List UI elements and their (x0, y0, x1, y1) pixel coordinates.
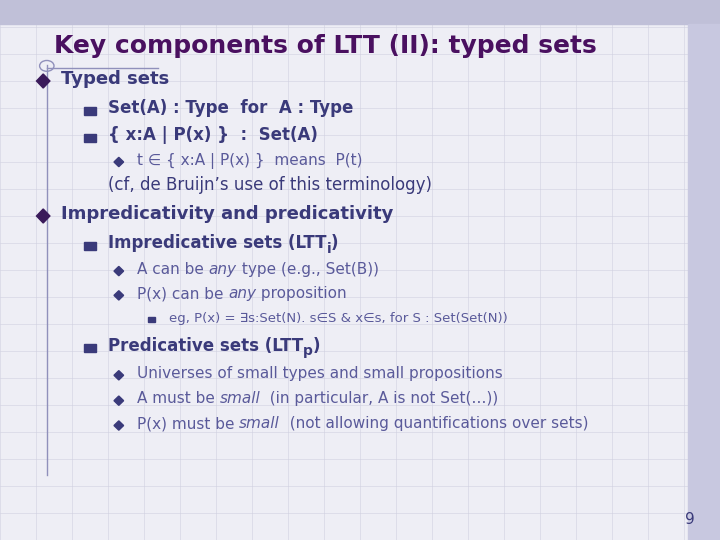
Polygon shape (114, 157, 124, 167)
Text: Set(A) : Type  for  A : Type: Set(A) : Type for A : Type (108, 99, 354, 117)
Text: Typed sets: Typed sets (61, 70, 169, 87)
Polygon shape (114, 291, 124, 300)
Text: proposition: proposition (256, 286, 347, 301)
Text: P(x) can be: P(x) can be (137, 286, 228, 301)
Text: A must be: A must be (137, 392, 220, 407)
Text: ): ) (331, 234, 338, 252)
Text: (not allowing quantifications over sets): (not allowing quantifications over sets) (280, 416, 588, 431)
Text: ): ) (313, 337, 320, 355)
Bar (0, 0, 720, 24)
Bar (84, 106, 96, 115)
Text: (cf, de Bruijn’s use of this terminology): (cf, de Bruijn’s use of this terminology… (108, 176, 432, 194)
Text: small: small (239, 416, 280, 431)
Text: 9: 9 (685, 511, 695, 526)
Text: Impredicative sets (LTT: Impredicative sets (LTT (108, 234, 326, 252)
Text: any: any (228, 286, 256, 301)
Text: p: p (303, 345, 313, 359)
Text: small: small (220, 392, 261, 407)
Bar (84, 133, 96, 142)
Text: A can be: A can be (137, 262, 209, 277)
Polygon shape (37, 74, 50, 88)
Text: t ∈ { x:A | P(x) }  means  P(t): t ∈ { x:A | P(x) } means P(t) (137, 153, 362, 168)
Text: (in particular, A is not Set(…)): (in particular, A is not Set(…)) (261, 392, 498, 407)
Bar (84, 344, 96, 353)
Bar (84, 241, 96, 250)
Text: eg, P(x) = ∃s:Set(N). s∈S & x∈s, for S : Set(Set(N)): eg, P(x) = ∃s:Set(N). s∈S & x∈s, for S :… (169, 312, 508, 326)
Polygon shape (114, 266, 124, 276)
Polygon shape (114, 370, 124, 380)
Text: Key components of LTT (II): typed sets: Key components of LTT (II): typed sets (54, 34, 597, 58)
Text: Impredicativity and predicativity: Impredicativity and predicativity (61, 205, 394, 222)
Text: P(x) must be: P(x) must be (137, 416, 239, 431)
Text: { x:A | P(x) }  :  Set(A): { x:A | P(x) } : Set(A) (108, 126, 318, 144)
Polygon shape (37, 209, 50, 223)
Bar (688, 24, 720, 540)
Text: Universes of small types and small propositions: Universes of small types and small propo… (137, 366, 503, 381)
Text: i: i (326, 242, 331, 256)
Polygon shape (114, 421, 124, 430)
Text: Predicative sets (LTT: Predicative sets (LTT (108, 337, 303, 355)
Bar (148, 317, 155, 322)
Text: any: any (209, 262, 237, 277)
Polygon shape (114, 396, 124, 406)
Text: type (e.g., Set(B)): type (e.g., Set(B)) (237, 262, 379, 277)
